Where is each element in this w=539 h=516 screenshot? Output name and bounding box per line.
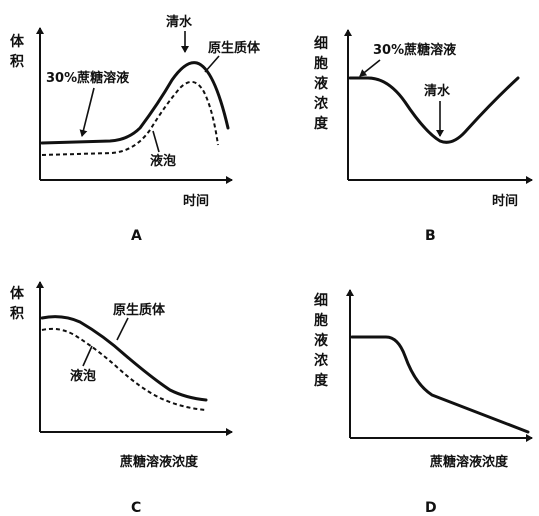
panel-c-ann-vacuole: 液泡: [70, 368, 96, 384]
panel-d-ylabel-3: 液: [314, 332, 329, 349]
panel-c-leader-protoplast: [116, 317, 129, 341]
panel-c-leader-vacuole: [82, 345, 93, 367]
panel-a-ann-water: 清水: [166, 14, 193, 30]
panel-b-ann-sucrose: 30%蔗糖溶液: [373, 42, 456, 58]
panel-a-ann-sucrose: 30%蔗糖溶液: [46, 70, 129, 86]
panel-d-ylabel-4: 浓: [314, 352, 329, 369]
panel-a-leader-vacuole: [152, 130, 160, 153]
panel-a: 体 积 时间 清水 原生质体 30%蔗糖溶液 液泡 A: [10, 14, 261, 244]
panel-b-ann-water: 清水: [424, 83, 451, 99]
panel-b-ylabel-5: 度: [314, 115, 329, 132]
panel-a-protoplast-curve: [40, 61, 230, 145]
panel-c-xlabel: 蔗糖溶液浓度: [119, 454, 199, 470]
panel-b-ylabel-2: 胞: [313, 55, 328, 72]
panel-c-ann-protoplast: 原生质体: [113, 302, 166, 318]
panel-b-ylabel-1: 细: [314, 35, 328, 52]
panel-b-arrow-sucrose: [359, 59, 381, 77]
panel-d: 细 胞 液 浓 度 蔗糖溶液浓度 D: [313, 289, 533, 516]
panel-d-ylabel-1: 细: [314, 292, 328, 309]
panel-c-ylabel-1: 体: [10, 285, 25, 302]
panel-a-arrow-sucrose: [79, 87, 95, 137]
panel-c-ylabel-2: 积: [10, 305, 24, 322]
panel-c: 体 积 蔗糖溶液浓度 原生质体 液泡 C: [10, 281, 233, 516]
panel-a-vacuole-curve: [41, 81, 219, 156]
panel-a-ann-vacuole: 液泡: [150, 153, 176, 169]
panel-b-ylabel-3: 液: [314, 75, 329, 92]
panel-a-label: A: [131, 228, 142, 244]
panel-a-ylabel-2: 积: [10, 53, 24, 70]
panel-a-xlabel: 时间: [183, 193, 209, 209]
panel-b-ylabel-4: 浓: [314, 95, 329, 112]
panel-b-xlabel: 时间: [492, 193, 518, 209]
panel-a-ylabel-1: 体: [10, 33, 25, 50]
panel-d-xlabel: 蔗糖溶液浓度: [429, 454, 509, 470]
panel-a-leader-protoplast: [204, 55, 220, 73]
panel-d-ylabel-5: 度: [314, 372, 329, 389]
panel-b-concentration-curve: [348, 76, 520, 144]
panel-a-ann-protoplast: 原生质体: [208, 40, 261, 56]
panel-d-label: D: [425, 500, 437, 516]
panel-b: 细 胞 液 浓 度 时间 30%蔗糖溶液 清水 B: [313, 29, 533, 244]
panel-b-label: B: [425, 228, 436, 244]
panel-d-ylabel-2: 胞: [313, 312, 328, 329]
panel-c-vacuole-curve: [41, 327, 207, 411]
panel-c-protoplast-curve: [40, 315, 208, 402]
panel-c-label: C: [131, 500, 141, 516]
panel-d-concentration-curve: [350, 335, 530, 434]
